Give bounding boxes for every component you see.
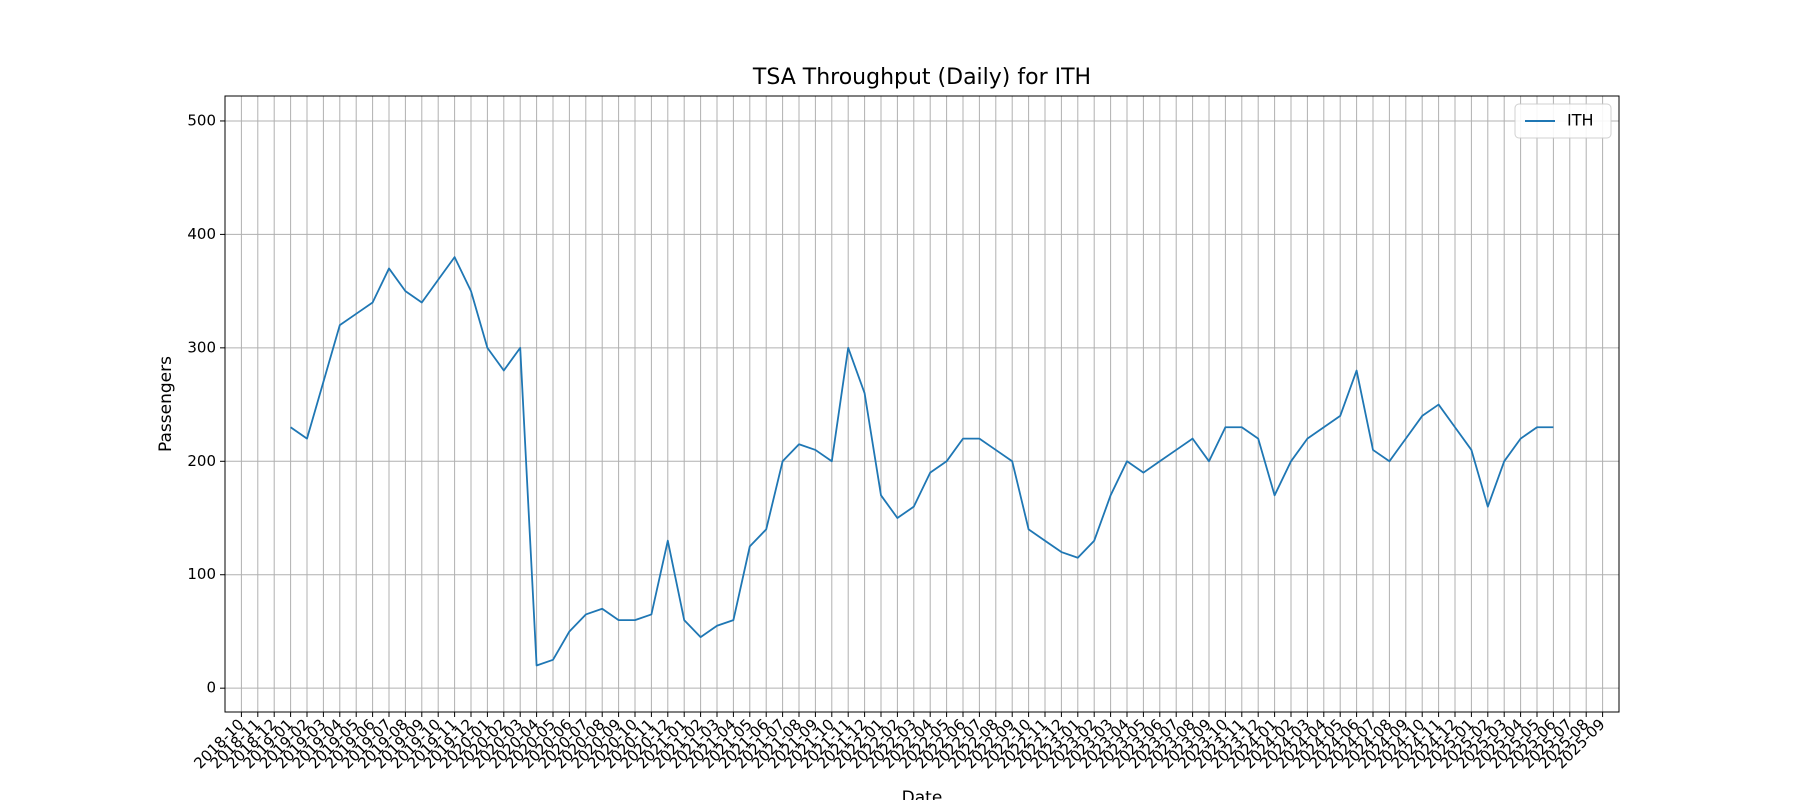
y-axis-label: Passengers — [156, 356, 176, 452]
data-line — [290, 256, 1554, 667]
y-tick-label: 300 — [187, 338, 216, 356]
y-tick-label: 0 — [206, 679, 216, 697]
y-tick-label: 400 — [187, 225, 216, 243]
y-tick-label: 500 — [187, 111, 216, 129]
legend: ITH — [1514, 103, 1612, 139]
x-axis-label: Date — [902, 788, 943, 800]
plot-frame — [224, 95, 1620, 713]
legend-box — [1514, 103, 1612, 139]
legend-label: ITH — [1567, 111, 1594, 130]
y-tick-label: 200 — [187, 452, 216, 470]
chart-title: TSA Throughput (Daily) for ITH — [752, 65, 1091, 90]
y-tick-label: 100 — [187, 565, 216, 583]
